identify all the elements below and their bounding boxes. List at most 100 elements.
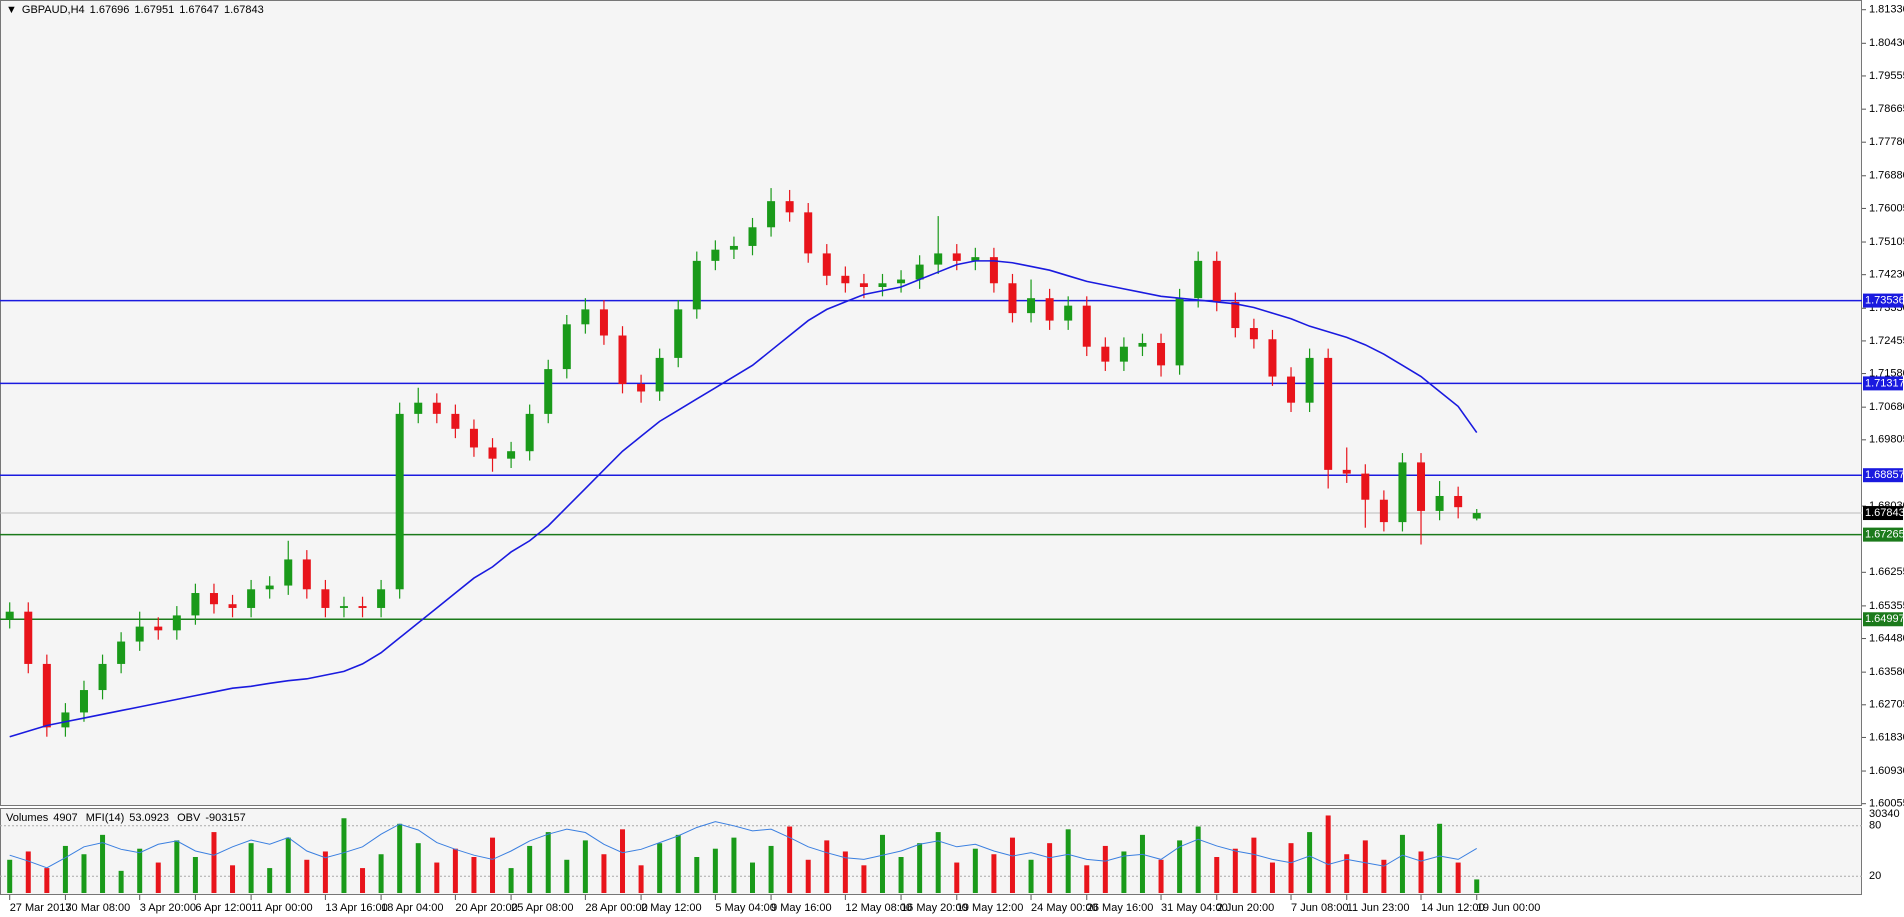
volume-bar — [582, 840, 588, 893]
volume-bar — [62, 845, 68, 893]
candle-body — [61, 712, 70, 728]
volume-bar — [81, 854, 87, 893]
x-tick-label: 16 May 20:00 — [901, 902, 968, 914]
volume-bar — [601, 854, 607, 893]
candle-body — [711, 249, 720, 261]
candle-body — [1138, 342, 1147, 347]
candle-body — [24, 611, 33, 664]
candle-body — [934, 253, 943, 265]
x-tick-label: 26 May 16:00 — [1087, 902, 1154, 914]
candle-body — [284, 559, 293, 586]
x-tick-label: 14 Jun 12:00 — [1421, 902, 1485, 914]
candle-body — [265, 585, 274, 590]
candle-body — [432, 402, 441, 414]
candle-body — [952, 253, 961, 261]
candle-body — [655, 357, 664, 392]
x-tick-label: 25 Apr 08:00 — [511, 902, 573, 914]
y-tick-label: 1.80430 — [1869, 37, 1904, 49]
candle-body — [358, 606, 367, 608]
volume-bar — [898, 857, 904, 893]
volume-bar — [1251, 837, 1257, 893]
candle-body — [302, 559, 311, 590]
candle-body — [822, 253, 831, 276]
volume-bar — [1214, 857, 1220, 893]
candle-body — [42, 663, 51, 728]
volume-bar — [805, 859, 811, 893]
level-box — [1863, 612, 1903, 627]
volume-bar — [341, 818, 347, 893]
volume-bar — [1418, 851, 1424, 893]
volume-bar — [508, 868, 514, 893]
volume-bar — [1362, 840, 1368, 893]
volume-bar — [750, 862, 755, 893]
volume-bar — [768, 845, 774, 893]
candle-body — [1472, 513, 1481, 519]
candle-body — [414, 402, 423, 414]
x-tick-label: 24 May 00:00 — [1031, 902, 1098, 914]
x-tick-label: 11 Jun 23:00 — [1347, 902, 1410, 914]
candle-body — [1064, 305, 1073, 321]
open: 1.67696 — [89, 4, 130, 16]
x-tick-label: 2 Jun 20:00 — [1217, 902, 1275, 914]
volume-bar — [1269, 862, 1275, 893]
volume-bar — [1437, 823, 1443, 893]
candle-body — [599, 309, 608, 336]
candle-body — [581, 309, 590, 325]
volume-bar — [675, 834, 681, 893]
mfi-label: MFI(14) — [85, 812, 125, 824]
bid-label: 1.67843 — [1865, 507, 1904, 519]
volume-bar — [285, 837, 291, 893]
volume-bar — [1344, 854, 1350, 893]
x-tick-label: 19 May 12:00 — [957, 902, 1024, 914]
volume-bar — [7, 859, 13, 893]
volume-bar — [415, 843, 421, 893]
candle-body — [729, 245, 738, 250]
candle-body — [915, 264, 924, 280]
y-tick-label: 1.79555 — [1869, 70, 1904, 82]
candle-body — [1417, 462, 1426, 511]
y-tick-label: 1.76005 — [1869, 202, 1904, 214]
candle-body — [1324, 357, 1333, 470]
candle-body — [377, 589, 386, 608]
volume-bar — [1399, 834, 1405, 893]
volume-bar — [1307, 832, 1313, 893]
level-label: 1.73536 — [1865, 294, 1904, 306]
volume-bar — [25, 851, 31, 893]
mfi-tick-label: 20 — [1869, 870, 1881, 882]
x-tick-label: 6 Apr 12:00 — [195, 902, 251, 914]
volume-bar — [1121, 851, 1127, 893]
x-tick-label: 5 May 04:00 — [715, 902, 776, 914]
candle-body — [1157, 342, 1166, 366]
volume-bar — [118, 870, 124, 893]
x-tick-label: 12 May 08:00 — [845, 902, 912, 914]
candle-body — [98, 663, 107, 691]
volume-bar — [1084, 865, 1090, 893]
candle-body — [488, 447, 497, 459]
volume-bar — [490, 837, 496, 893]
candle-body — [1454, 495, 1463, 508]
candle-body — [5, 611, 14, 620]
candle-body — [525, 413, 534, 452]
candle-body — [1175, 298, 1184, 366]
candle-body — [1101, 346, 1110, 362]
volume-bar — [304, 859, 310, 893]
volume-bar — [954, 862, 960, 893]
candle-body — [1435, 495, 1444, 511]
x-tick-label: 20 Apr 20:00 — [455, 902, 517, 914]
candle-body — [1361, 473, 1370, 500]
y-tick-label: 1.74230 — [1869, 269, 1904, 281]
candle-body — [767, 201, 776, 228]
y-tick-label: 1.63580 — [1869, 666, 1904, 678]
volume-bar — [378, 854, 384, 893]
volume-bar — [861, 865, 867, 893]
level-box — [1863, 527, 1903, 542]
x-tick-label: 19 Jun 00:00 — [1477, 902, 1541, 914]
y-tick-label: 1.70680 — [1869, 401, 1904, 413]
candle-body — [228, 604, 237, 608]
candle-body — [1194, 260, 1203, 299]
level-label: 1.68857 — [1865, 469, 1904, 481]
volume-bar — [824, 840, 830, 893]
candle-body — [1379, 499, 1388, 523]
y-tick-label: 1.78665 — [1869, 103, 1904, 115]
volume-bar — [1325, 815, 1331, 893]
